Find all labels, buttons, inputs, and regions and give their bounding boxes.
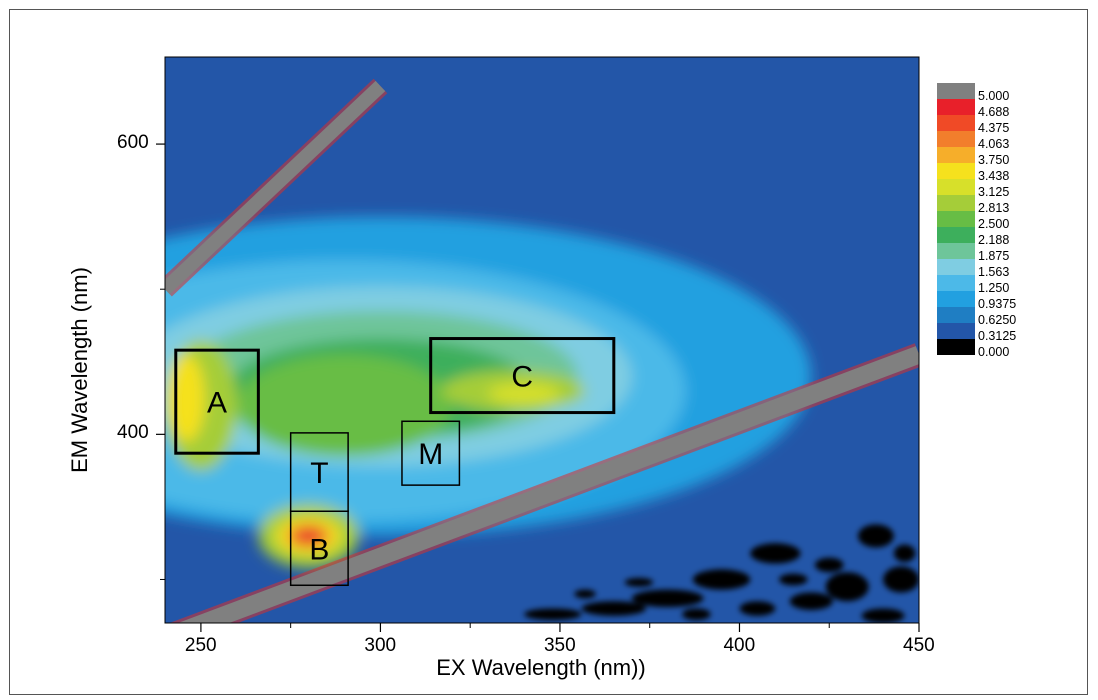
region-box-C <box>429 337 616 415</box>
zero-patch-10 <box>739 601 776 616</box>
figure-frame <box>9 9 1088 695</box>
zero-patch-14 <box>778 573 808 586</box>
x-tick-label: 400 <box>723 635 756 656</box>
scatter-band-1 <box>165 80 386 295</box>
x-tick-label: 300 <box>364 635 397 656</box>
legend-label: 2.188 <box>978 233 1009 247</box>
region-label-M: M <box>418 438 443 471</box>
zero-patch-0 <box>825 572 869 602</box>
color-legend: 5.000 4.688 4.375 4.063 3.750 3.438 3.125 2.813… <box>937 83 1016 359</box>
zero-patch-1 <box>857 524 894 548</box>
contour-level-5 <box>236 354 453 457</box>
zero-patch-4 <box>692 569 751 590</box>
legend-label: 0.9375 <box>978 297 1016 311</box>
x-axis-title: EX Wavelength (nm)) <box>436 655 646 680</box>
legend-swatch <box>937 291 975 307</box>
region-label-A: A <box>207 387 227 420</box>
legend-swatch <box>937 179 975 195</box>
zero-patch-11 <box>814 557 844 573</box>
zero-patch-16 <box>574 589 596 599</box>
region-box-A <box>174 348 260 455</box>
legend-swatch <box>937 147 975 163</box>
y-axis-title: EM Wavelength (nm) <box>67 267 92 473</box>
legend-label: 4.063 <box>978 137 1009 151</box>
zero-patch-3 <box>750 543 801 564</box>
x-tick-label: 350 <box>543 635 576 656</box>
legend-label: 3.750 <box>978 153 1009 167</box>
legend-label: 4.688 <box>978 105 1009 119</box>
y-tick-label: 600 <box>117 132 149 154</box>
legend-swatch <box>937 307 975 323</box>
region-boxes: A C T B M <box>174 337 616 587</box>
legend-label: 4.375 <box>978 121 1009 135</box>
zero-patch-2 <box>883 566 919 593</box>
legend-swatch <box>937 227 975 243</box>
y-tick-label: 400 <box>117 422 149 444</box>
region-box-M <box>401 420 461 486</box>
x-tick-label: 250 <box>184 635 217 656</box>
zero-patch-8 <box>789 592 833 610</box>
axes <box>156 143 920 632</box>
legend-label: 2.500 <box>978 217 1009 231</box>
legend-label: 0.6250 <box>978 313 1016 327</box>
legend-swatch <box>937 259 975 275</box>
region-label-C: C <box>511 361 533 394</box>
plot-border <box>164 56 920 624</box>
legend-swatch <box>937 275 975 291</box>
legend-swatch <box>937 211 975 227</box>
legend-swatch <box>937 323 975 339</box>
zero-patch-6 <box>581 601 647 616</box>
legend-label: 0.000 <box>978 345 1009 359</box>
contour-level-7 <box>488 383 560 404</box>
legend-swatch <box>937 115 975 131</box>
zero-patch-7 <box>524 608 582 621</box>
contour-level-9 <box>168 354 205 442</box>
legend-swatch <box>937 83 975 99</box>
legend-swatch <box>937 339 975 355</box>
x-tick-label: 450 <box>903 635 935 656</box>
zero-patch-5 <box>631 589 704 608</box>
legend-label: 2.813 <box>978 201 1009 215</box>
region-label-B: B <box>309 533 329 566</box>
zero-patch-15 <box>624 578 654 587</box>
legend-label: 1.875 <box>978 249 1009 263</box>
region-box-B <box>289 510 349 587</box>
legend-swatch <box>937 131 975 147</box>
legend-swatch <box>937 243 975 259</box>
legend-label: 1.250 <box>978 281 1009 295</box>
legend-label: 5.000 <box>978 89 1009 103</box>
zero-patch-12 <box>682 608 711 621</box>
legend-label: 1.563 <box>978 265 1009 279</box>
legend-swatch <box>937 195 975 211</box>
legend-swatch <box>937 99 975 115</box>
legend-label: 3.125 <box>978 185 1009 199</box>
region-label-T: T <box>310 457 328 490</box>
scatter-band-0 <box>178 346 919 623</box>
contour-level-13 <box>294 528 323 544</box>
legend-label: 3.438 <box>978 169 1009 183</box>
legend-swatch <box>937 163 975 179</box>
zero-patch-9 <box>861 608 905 623</box>
zero-patch-13 <box>893 544 916 563</box>
legend-label: 0.3125 <box>978 329 1016 343</box>
zero-intensity-regions <box>524 524 919 623</box>
rayleigh-scatter-bands <box>165 78 919 623</box>
